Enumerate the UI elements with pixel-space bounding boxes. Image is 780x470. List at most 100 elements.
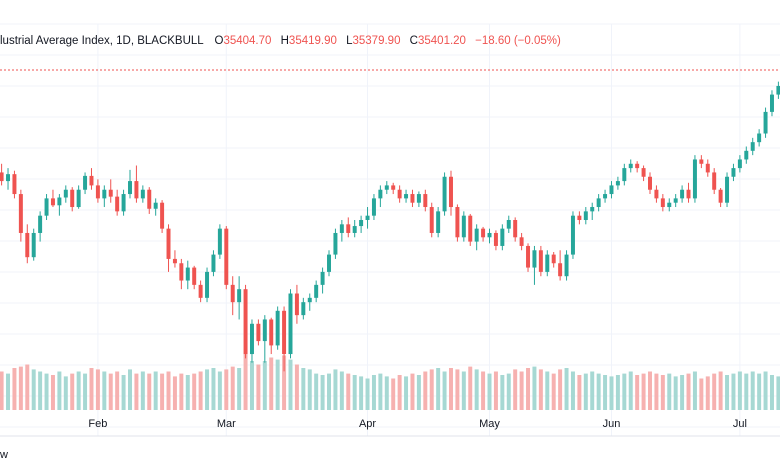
volume-bar [577,375,582,410]
volume-bar [211,368,216,410]
candle-body [314,284,319,298]
candle-body [288,293,293,355]
volume-bar [50,375,55,410]
candle-body [718,189,723,203]
candle-body [673,198,678,203]
open-value: 35404.70 [223,35,271,47]
volume-bar [750,371,755,410]
volume-bar [686,373,691,410]
candle-body [192,267,197,285]
month-tick-label: Apr [359,418,376,430]
volume-bar [423,371,428,410]
candle-body [448,176,453,208]
volume-bar [493,371,498,410]
open-label: O [214,35,223,47]
candle-body [76,189,81,208]
candle-body [667,202,672,208]
volume-bar [699,378,704,410]
candle-body [474,228,479,242]
volume-bar [776,376,780,410]
volume-bar [519,371,524,410]
candle-body [481,228,486,238]
candle-body [282,310,287,355]
volume-bar [628,371,633,410]
volume-bar [725,375,730,410]
month-tick-label: Jul [733,418,747,430]
candle-body [89,175,94,186]
volume-bar [731,373,736,410]
volume-bar [6,373,11,410]
volume-bar [327,373,332,410]
volume-bar [667,373,672,410]
volume-bar [249,361,254,410]
volume-bar [314,373,319,410]
candle-body [603,194,608,199]
candle-body [294,293,299,316]
volume-bar [365,378,370,410]
candle-body [570,215,575,255]
volume-bar [140,371,145,410]
candle-body [526,245,531,268]
candle-body [654,189,659,199]
volume-bar [410,373,415,410]
volume-bar [513,369,518,410]
volume-bar [455,369,460,410]
volume-bar [481,371,486,410]
candle-body [429,207,434,233]
volume-bar [474,369,479,410]
volume-bar [230,366,235,410]
volume-bar [160,373,165,410]
volume-bar [76,371,81,410]
candle-body [596,198,601,208]
volume-bar [18,366,23,410]
volume-bar [487,373,492,410]
volume-bar [673,376,678,410]
volume-bar [654,373,659,410]
candle-body [359,220,364,227]
volume-bar [166,371,171,410]
candle-body [590,207,595,212]
high-value: 35419.90 [289,35,337,47]
candle-body [635,163,640,169]
volume-bar [371,375,376,410]
volume-bar [224,369,229,410]
volume-bar [102,371,107,410]
low-label: L [346,35,353,47]
candle-body [506,220,511,229]
volume-bar [378,373,383,410]
candle-body [416,194,421,203]
candle-body [50,198,55,206]
candle-body [641,168,646,177]
volume-bar [468,366,473,410]
candle-body [128,181,132,195]
close-label: C [410,35,418,47]
candle-body [301,302,306,316]
footer-partial-text: w [0,449,8,461]
volume-bar [179,373,184,410]
volume-bar [615,375,620,410]
volume-bar [307,369,312,410]
volume-bar [635,375,640,410]
candle-body [384,185,389,190]
candle-body [737,159,742,169]
candle-body [352,226,357,233]
candle-body [57,197,62,206]
volume-bar [288,359,293,410]
candle-body [763,111,768,134]
volume-bar [744,373,749,410]
volume-bar [737,371,742,410]
volume-bar [185,375,190,410]
candle-body [95,185,100,199]
volume-bar [648,371,652,410]
volume-bar [128,369,132,410]
candle-body [404,194,409,199]
volume-bar [526,368,531,410]
volume-bar [397,375,402,410]
volume-bars [0,354,780,410]
volume-bar [429,369,434,410]
candle-body [102,189,107,199]
candle-body [577,215,582,220]
volume-bar [237,368,242,410]
volume-bar [590,371,595,410]
